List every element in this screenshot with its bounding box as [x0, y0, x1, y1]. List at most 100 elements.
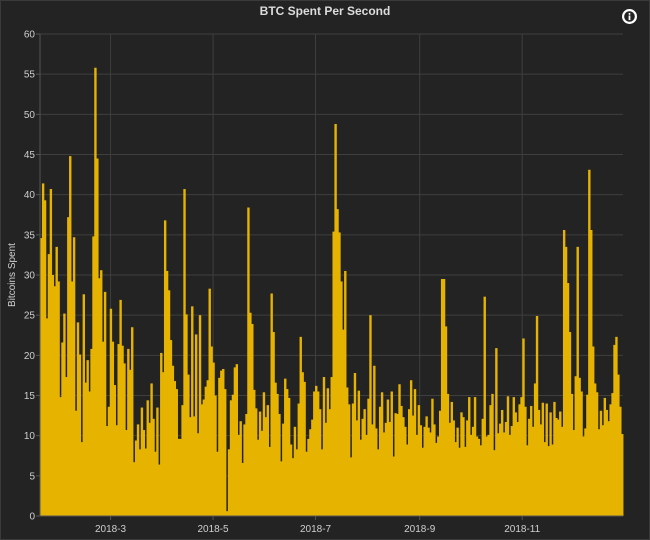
bar [189, 417, 192, 516]
bar [289, 444, 293, 516]
bar [617, 374, 620, 516]
bar [74, 410, 78, 516]
bar [148, 422, 151, 516]
bar [251, 324, 254, 516]
bar [131, 327, 134, 516]
bar [322, 377, 326, 516]
bar [258, 411, 262, 516]
bar [260, 430, 264, 516]
bar [311, 419, 314, 516]
y-tick-label: 30 [24, 271, 36, 282]
bar [520, 397, 523, 516]
bar [222, 368, 225, 516]
bar [444, 326, 448, 516]
bar [105, 426, 109, 516]
bar [522, 338, 525, 516]
bar [313, 391, 316, 516]
bar [82, 294, 85, 516]
bar [584, 428, 587, 516]
bar [580, 391, 583, 516]
bar [526, 445, 529, 516]
axes: 0 5 10 15 20 25 30 35 40 45 50 55 60 2018-3 2018-5 2018… [24, 30, 623, 535]
bar [324, 422, 328, 516]
bar [214, 395, 217, 516]
bar [295, 449, 299, 516]
bar [315, 385, 318, 516]
bar [528, 418, 531, 516]
bar [619, 406, 622, 516]
bar [346, 387, 349, 516]
bar [464, 446, 467, 516]
bar [276, 393, 279, 516]
bar [49, 189, 53, 516]
bar [113, 385, 116, 516]
bar [320, 449, 324, 516]
bar [218, 377, 221, 516]
bar [101, 341, 105, 516]
bar [272, 332, 275, 516]
bar [440, 279, 444, 516]
bar [268, 446, 271, 516]
bar [245, 413, 248, 516]
bar [481, 418, 484, 516]
bar [551, 444, 554, 516]
bar [607, 421, 610, 516]
y-axis-label: Bitcoins Spent [7, 243, 18, 307]
bar [338, 232, 341, 516]
bar [177, 438, 180, 516]
y-tick-label: 50 [24, 110, 36, 121]
bar [196, 433, 200, 516]
bar [86, 360, 89, 516]
bar [98, 278, 101, 516]
bar [406, 444, 409, 516]
bar [437, 436, 440, 516]
bar [200, 404, 204, 516]
bar [514, 412, 517, 516]
bar [47, 254, 51, 516]
bar [415, 434, 419, 516]
bar [497, 433, 500, 516]
bar [107, 406, 111, 516]
bar [363, 409, 366, 516]
bar [142, 430, 146, 516]
bar [41, 183, 45, 517]
bar [239, 421, 242, 516]
bar [609, 404, 612, 516]
bar [429, 432, 432, 516]
bar [605, 409, 608, 516]
bar [210, 346, 213, 516]
bar [409, 380, 413, 516]
bar [241, 462, 244, 516]
bar [167, 290, 171, 516]
bar [55, 246, 58, 516]
bar [169, 340, 173, 516]
bar [125, 430, 128, 516]
bar [204, 386, 208, 516]
bar [134, 440, 138, 516]
bar [171, 365, 175, 516]
bar [446, 393, 450, 516]
bar [229, 400, 233, 516]
bar [109, 308, 113, 516]
bar [266, 405, 270, 516]
bar [316, 391, 320, 516]
bar [136, 424, 140, 516]
info-icon[interactable] [622, 9, 637, 24]
bar [78, 354, 82, 516]
bar [419, 425, 423, 516]
bar [398, 384, 401, 516]
bar [88, 391, 91, 516]
y-tick-label: 25 [24, 311, 36, 322]
bar [438, 410, 442, 516]
bar [471, 426, 475, 516]
bar [611, 393, 614, 516]
bar [264, 417, 268, 516]
bar [561, 426, 564, 516]
bar [119, 299, 122, 516]
bar [243, 424, 246, 516]
bar [351, 403, 355, 516]
bar [559, 411, 562, 516]
bar [588, 169, 591, 516]
bar [80, 442, 84, 516]
bar [162, 372, 165, 516]
